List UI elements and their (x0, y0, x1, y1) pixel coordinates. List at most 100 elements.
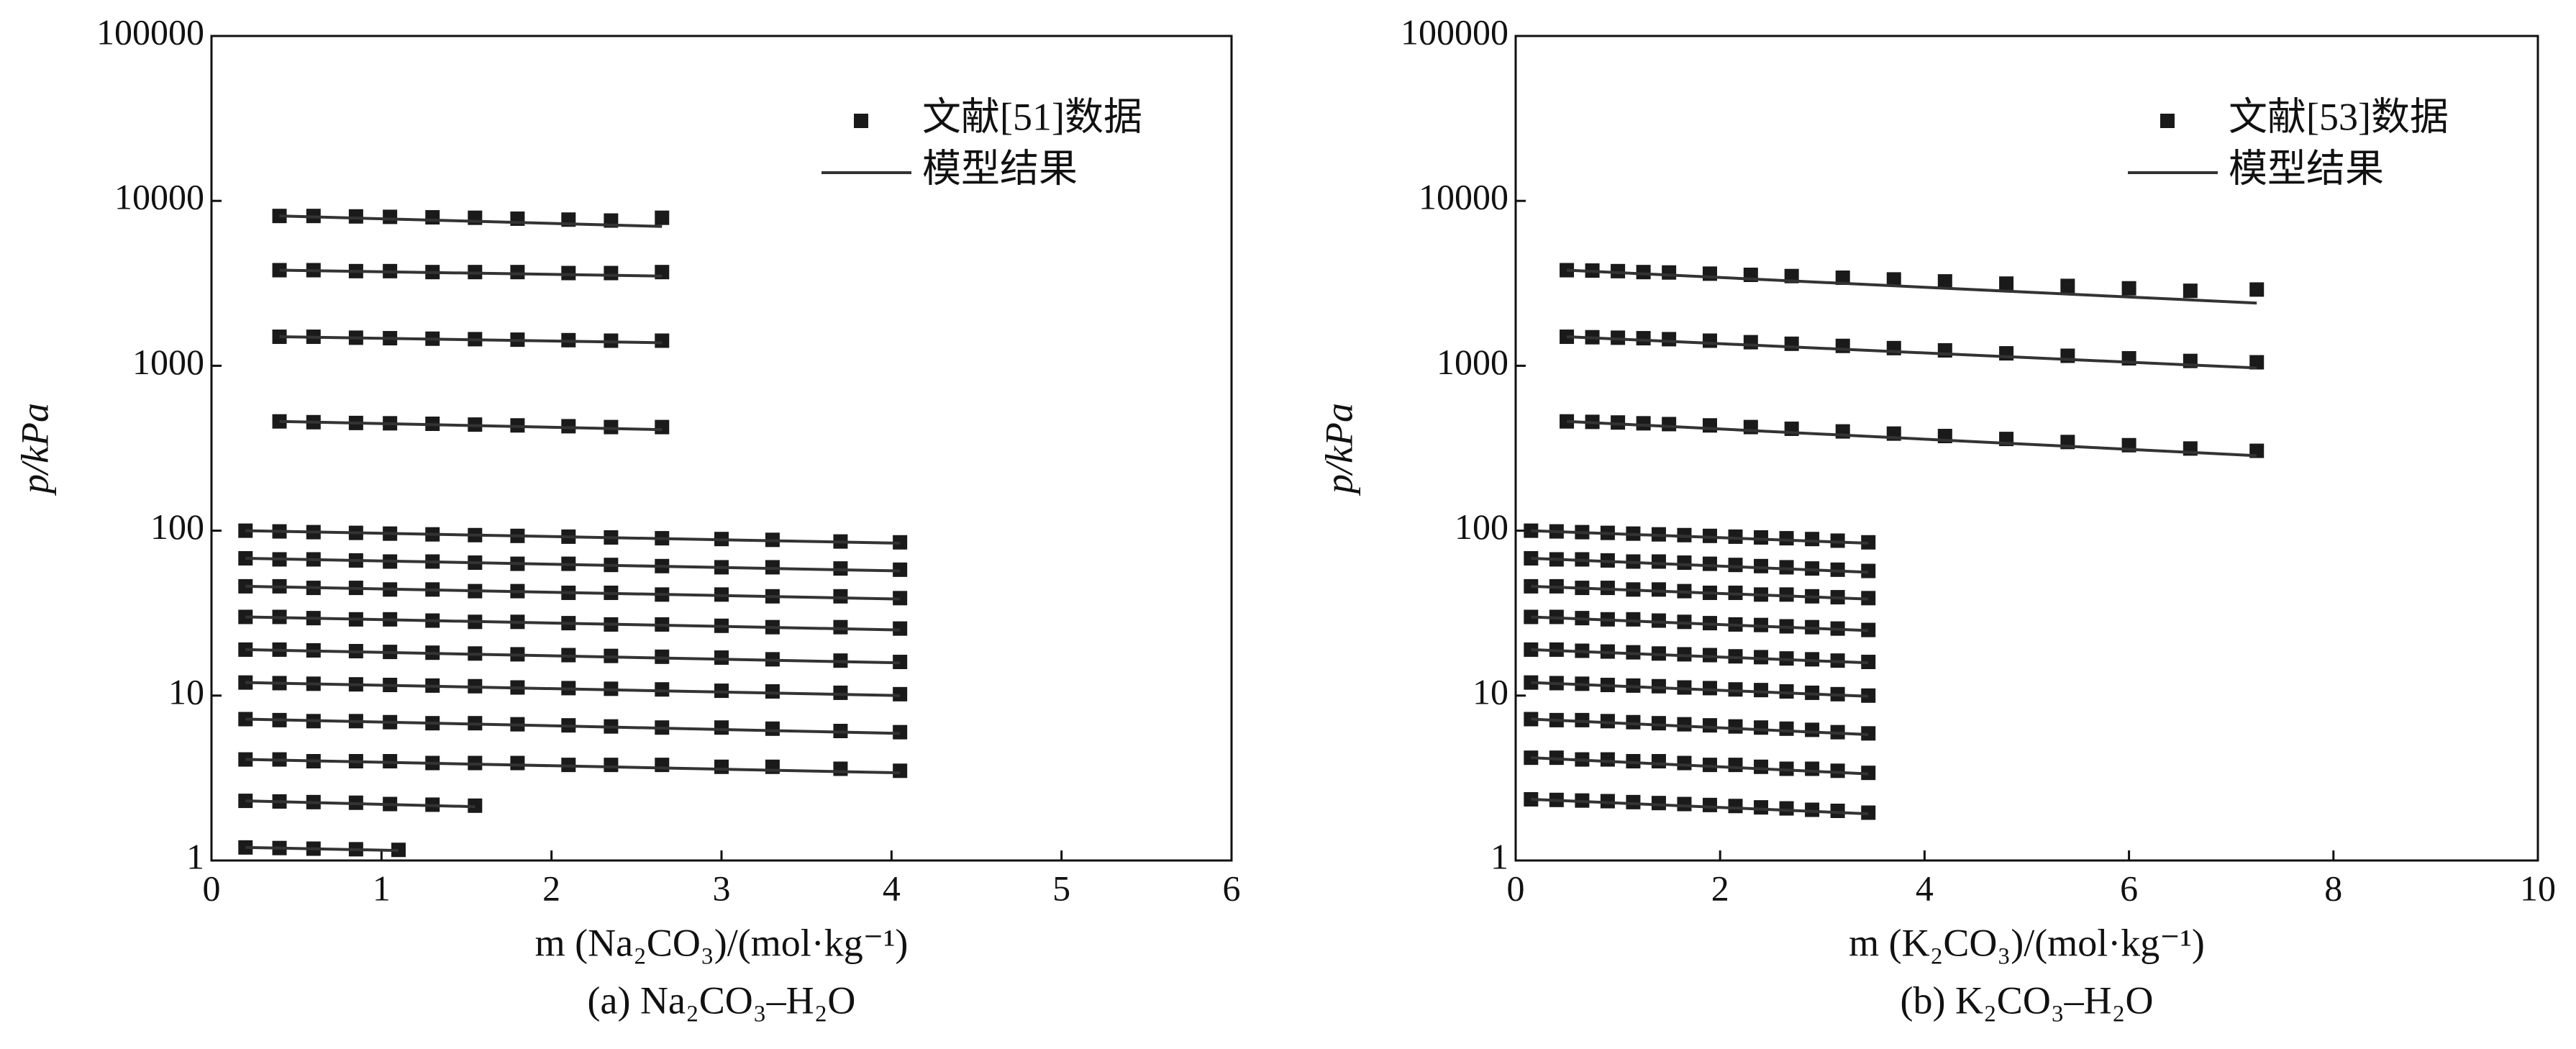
y-tick-label: 10 (1473, 671, 1508, 712)
data-point (1636, 416, 1651, 431)
data-point (714, 720, 729, 735)
model-line (279, 214, 663, 228)
x-tick-label: 2 (542, 868, 560, 908)
data-point (2183, 283, 2198, 299)
y-tick-label: 10000 (114, 177, 204, 217)
model-line (1566, 419, 2257, 458)
model-line (1531, 615, 1869, 632)
data-point (1805, 761, 1820, 776)
legend-marker (2160, 114, 2175, 128)
data-point (655, 419, 670, 435)
data-point (1754, 720, 1769, 735)
data-point (1779, 721, 1794, 736)
model-line (245, 556, 901, 573)
legend-label: 模型结果 (922, 147, 1078, 190)
data-point (1830, 763, 1845, 778)
data-point (1636, 331, 1651, 346)
model-line (245, 584, 901, 601)
data-point (1611, 415, 1626, 430)
model-line (245, 615, 901, 632)
data-point (1651, 716, 1666, 731)
data-point (1677, 796, 1692, 812)
x-tick-label: 5 (1052, 868, 1070, 908)
data-point (1779, 684, 1794, 699)
data-point (1728, 529, 1743, 544)
data-point (1805, 802, 1820, 817)
data-point (1937, 274, 1952, 289)
model-line (1566, 268, 2257, 305)
data-point (1728, 799, 1743, 814)
legend-marker (854, 114, 868, 128)
data-point (1999, 276, 2014, 291)
data-point (1779, 531, 1794, 546)
model-line (245, 758, 901, 775)
data-point (1702, 418, 1717, 433)
model-line (1531, 717, 1869, 737)
data-point (1626, 714, 1641, 730)
data-point (833, 619, 848, 635)
data-point (1754, 650, 1769, 665)
data-point (655, 210, 670, 225)
x-axis-label: m (Na₂CO₃)/(mol·kg⁻¹) (535, 921, 909, 964)
data-point (1702, 556, 1717, 571)
data-point (1651, 754, 1666, 769)
data-point (1677, 717, 1692, 732)
data-point (1754, 683, 1769, 698)
data-point (1662, 265, 1677, 280)
model-line (1531, 756, 1869, 776)
data-point (1728, 719, 1743, 734)
caption: (a) Na₂CO₃–H₂O (588, 978, 856, 1022)
x-tick-label: 4 (1916, 868, 1934, 908)
data-point (2249, 282, 2265, 297)
data-point (1662, 417, 1677, 432)
data-point (1835, 271, 1850, 286)
y-tick-label: 100000 (96, 12, 204, 52)
data-point (604, 265, 619, 281)
y-tick-label: 10 (168, 671, 204, 712)
plot-frame (1514, 35, 2539, 862)
model-line (279, 419, 663, 432)
y-tick-label: 1 (186, 836, 204, 876)
y-tick-label: 100 (150, 507, 204, 547)
data-point (604, 419, 619, 435)
data-point (1702, 797, 1717, 812)
data-point (714, 650, 729, 665)
y-tick-label: 100000 (1401, 12, 1508, 52)
data-point (1651, 796, 1666, 811)
x-tick-label: 3 (713, 868, 731, 908)
data-point (561, 265, 576, 281)
data-point (1754, 558, 1769, 573)
data-point (1600, 752, 1615, 767)
data-point (510, 755, 525, 771)
data-point (1626, 794, 1641, 809)
model-line (1531, 797, 1869, 816)
data-point (383, 209, 398, 224)
data-point (1702, 681, 1717, 696)
data-point (655, 333, 670, 348)
data-point (655, 758, 670, 773)
data-point (1779, 560, 1794, 575)
data-point (1728, 758, 1743, 773)
data-point (1835, 338, 1850, 353)
model-line (1531, 648, 1869, 665)
plot-frame (210, 35, 1233, 862)
model-line (245, 648, 901, 665)
data-point (833, 685, 848, 700)
x-tick-label: 0 (203, 868, 221, 908)
data-point (1999, 346, 2014, 361)
data-point (1611, 263, 1626, 278)
data-point (1702, 648, 1717, 663)
x-axis-label: m (K₂CO₃)/(mol·kg⁻¹) (1849, 921, 2205, 964)
model-line (1531, 529, 1869, 545)
data-point (238, 794, 253, 809)
data-point (1886, 272, 1901, 287)
model-line (1531, 681, 1869, 698)
data-point (1743, 335, 1758, 350)
model-line (245, 799, 475, 809)
model-line (245, 717, 901, 735)
y-axis-label: p/kPa (1317, 403, 1360, 496)
data-point (1662, 332, 1677, 347)
data-point (1830, 804, 1845, 819)
data-point (348, 209, 363, 224)
